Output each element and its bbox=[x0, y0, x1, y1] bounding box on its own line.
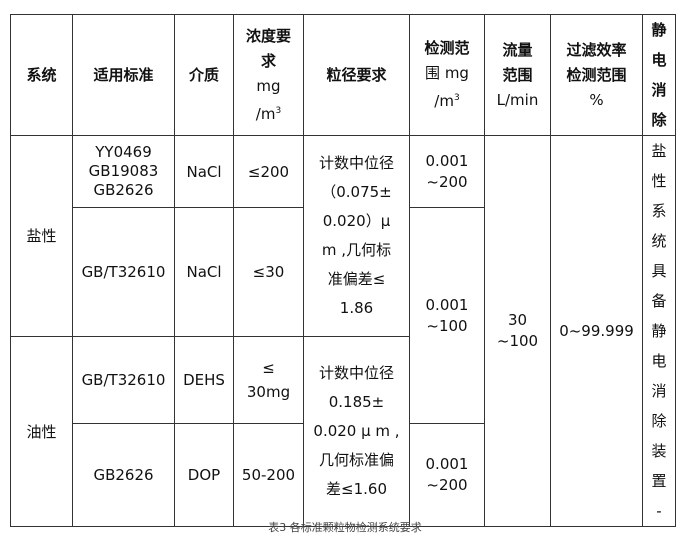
range-text: 0.001 bbox=[425, 295, 469, 314]
header-unit: /m3 bbox=[434, 92, 459, 110]
particle-text: 计数中位径 bbox=[318, 364, 394, 382]
unit-sup: 3 bbox=[453, 93, 460, 103]
note-char: 除 bbox=[651, 412, 667, 430]
particle-text: m ,几何标 bbox=[321, 241, 392, 259]
unit-sup: 3 bbox=[275, 105, 282, 116]
standard-cell: GB/T32610 bbox=[72, 336, 175, 424]
standard-text: GB19083 bbox=[88, 162, 159, 180]
header-concentration: 浓度要 求 mg /m3 bbox=[233, 14, 304, 136]
note-char: 静 bbox=[651, 322, 667, 340]
concentration-text: ≤ bbox=[262, 359, 275, 377]
particle-cell-salt: 计数中位径 （0.075± 0.020）μ m ,几何标 准偏差≤ 1.86 bbox=[303, 135, 410, 337]
table-row: 油性 GB/T32610 DEHS ≤ 30mg 计数中位径 0.185± 0.… bbox=[10, 336, 676, 527]
flow-text: ~100 bbox=[496, 332, 539, 350]
group-oil: 油性 bbox=[10, 336, 73, 527]
particle-text: 差≤1.60 bbox=[326, 480, 387, 498]
header-unit: % bbox=[589, 90, 604, 109]
standards-table: 系统 适用标准 介质 浓度要 求 mg /m3 粒径要求 检测范 围 mg /m… bbox=[10, 14, 676, 527]
note-char: - bbox=[656, 502, 662, 520]
note-char: 性 bbox=[651, 172, 667, 190]
table-row: 盐性 YY0469 GB19083 GB2626 NaCl ≤200 计数中位径… bbox=[10, 135, 676, 527]
particle-text: 0.185± bbox=[328, 393, 385, 411]
header-unit: /m3 bbox=[256, 105, 281, 123]
header-static-text: 静电消除 bbox=[651, 21, 667, 129]
concentration-cell: ≤200 bbox=[233, 135, 304, 208]
static-note-cell: 盐 性 系 统 具 备 静 电 消 除 装 置 - bbox=[642, 135, 676, 527]
note-char: 电 bbox=[651, 352, 667, 370]
note-char: 备 bbox=[651, 292, 667, 310]
range-cell: 0.001 ~200 bbox=[409, 423, 485, 527]
header-system: 系统 bbox=[10, 14, 73, 136]
range-text: 0.001 bbox=[425, 151, 469, 170]
header-unit: L/min bbox=[496, 90, 539, 109]
header-medium: 介质 bbox=[174, 14, 234, 136]
header-particle: 粒径要求 bbox=[303, 14, 410, 136]
concentration-cell: ≤ 30mg bbox=[233, 336, 304, 424]
unit-text: /m bbox=[255, 104, 276, 123]
header-text: 围 mg bbox=[425, 64, 469, 82]
flow-text: 30 bbox=[507, 311, 528, 329]
header-flow: 流量 范围 L/min bbox=[484, 14, 551, 136]
concentration-cell: ≤30 bbox=[233, 207, 304, 337]
header-text: 范围 bbox=[502, 65, 533, 84]
note-char: 盐 bbox=[651, 142, 667, 160]
group-salt: 盐性 bbox=[10, 135, 73, 337]
particle-text: （0.075± bbox=[321, 183, 392, 201]
standard-cell: GB2626 bbox=[72, 423, 175, 527]
header-text: 过滤效率 bbox=[566, 40, 627, 59]
header-row: 系统 适用标准 介质 浓度要 求 mg /m3 粒径要求 检测范 围 mg /m… bbox=[10, 14, 676, 136]
note-char: 装 bbox=[651, 442, 667, 460]
header-standard: 适用标准 bbox=[72, 14, 175, 136]
particle-text: 0.020）μ bbox=[322, 212, 391, 230]
range-cell: 0.001 ~100 bbox=[409, 207, 485, 424]
table-row: GB2626 DOP 50-200 0.001 ~200 bbox=[11, 423, 676, 527]
concentration-cell: 50-200 bbox=[233, 423, 304, 527]
range-cell: 0.001 ~200 bbox=[409, 135, 485, 208]
particle-text: 计数中位径 bbox=[318, 154, 394, 172]
header-static: 静电消除 bbox=[642, 14, 676, 136]
header-unit: mg bbox=[256, 76, 281, 95]
note-char: 系 bbox=[651, 202, 667, 220]
standard-cell: GB/T32610 bbox=[72, 207, 175, 337]
header-text: 流量 bbox=[502, 40, 533, 59]
header-efficiency: 过滤效率 检测范围 % bbox=[550, 14, 643, 136]
table-row: GB/T32610 NaCl ≤30 0.001 ~100 bbox=[11, 207, 676, 424]
header-text: 浓度要 bbox=[245, 26, 291, 45]
note-char: 置 bbox=[651, 472, 667, 490]
range-text: 0.001 bbox=[425, 455, 469, 473]
concentration-text: 30mg bbox=[246, 383, 291, 401]
particle-text: 0.020 μ m , bbox=[313, 422, 400, 440]
header-text: 求 bbox=[260, 51, 276, 70]
note-char: 消 bbox=[651, 382, 667, 400]
efficiency-cell: 0~99.999 bbox=[550, 135, 643, 527]
particle-cell-oil: 计数中位径 0.185± 0.020 μ m , 几何标准偏 差≤1.60 bbox=[303, 336, 410, 527]
header-range: 检测范 围 mg /m3 bbox=[409, 14, 485, 136]
particle-text: 几何标准偏 bbox=[318, 451, 394, 469]
range-text: ~200 bbox=[426, 476, 468, 494]
medium-cell: DEHS bbox=[174, 336, 234, 424]
header-text: 检测范 bbox=[424, 39, 470, 57]
note-char: 统 bbox=[651, 232, 667, 250]
range-text: ~200 bbox=[426, 172, 468, 191]
unit-text: /m bbox=[434, 92, 454, 110]
particle-text: 准偏差≤ bbox=[327, 270, 386, 288]
table-caption: 表3 各标准颗粒物检测系统要求 bbox=[268, 521, 422, 534]
medium-cell: DOP bbox=[174, 423, 234, 527]
header-text: 检测范围 bbox=[566, 65, 627, 84]
medium-cell: NaCl bbox=[174, 135, 234, 208]
flow-cell: 30 ~100 bbox=[484, 135, 551, 527]
particle-text: 1.86 bbox=[339, 299, 374, 317]
medium-cell: NaCl bbox=[174, 207, 234, 337]
standard-text: YY0469 bbox=[95, 143, 152, 161]
standard-text: GB2626 bbox=[93, 181, 154, 199]
range-text: ~100 bbox=[426, 316, 468, 335]
note-char: 具 bbox=[651, 262, 667, 280]
standard-cell: YY0469 GB19083 GB2626 bbox=[72, 135, 175, 208]
